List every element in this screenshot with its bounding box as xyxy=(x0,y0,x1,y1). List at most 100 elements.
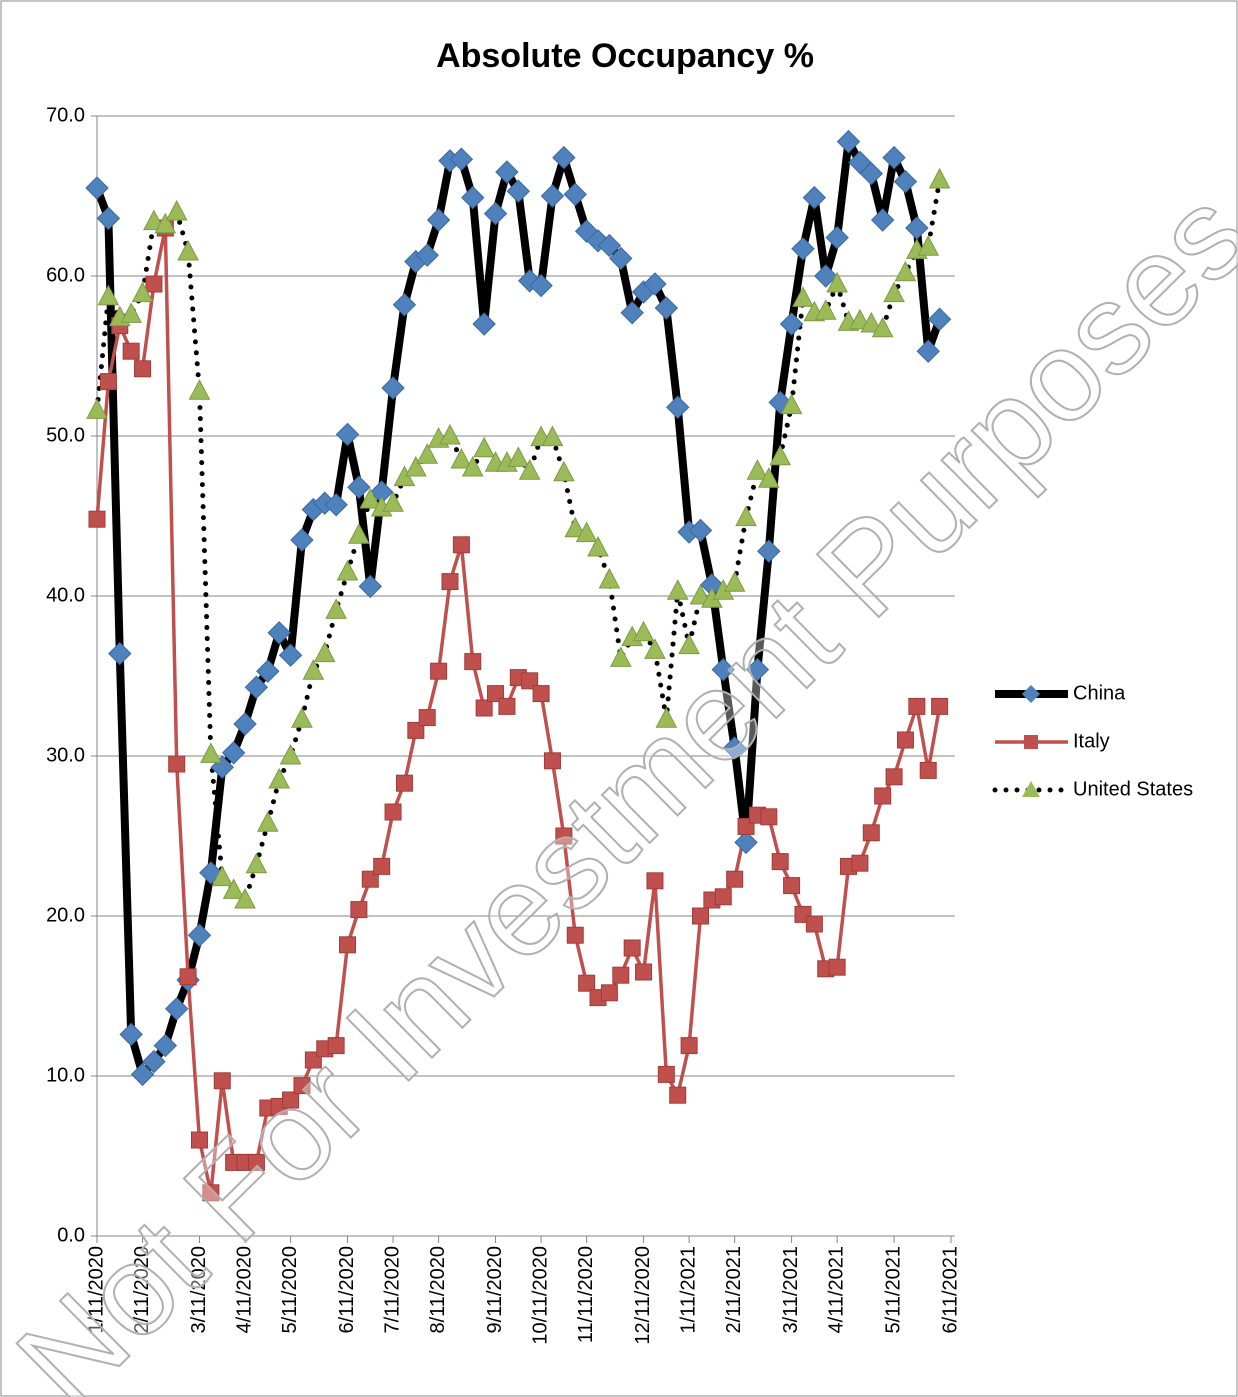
marker xyxy=(623,939,641,957)
marker xyxy=(473,436,495,458)
marker xyxy=(931,697,949,715)
marker xyxy=(350,901,368,919)
marker xyxy=(893,169,918,194)
marker xyxy=(244,675,269,699)
marker xyxy=(122,342,140,360)
y-tick-label: 20.0 xyxy=(46,904,85,926)
x-tick-label: 3/11/2021 xyxy=(780,1246,802,1334)
marker xyxy=(464,653,482,671)
marker xyxy=(680,1037,698,1055)
marker xyxy=(885,768,903,786)
marker xyxy=(735,505,757,527)
marker xyxy=(849,308,871,330)
series-markers xyxy=(86,167,951,909)
marker xyxy=(472,312,496,336)
x-tick-label: 6/11/2021 xyxy=(939,1246,961,1334)
marker xyxy=(917,235,940,256)
marker xyxy=(655,707,678,728)
y-tick-label: 40.0 xyxy=(46,584,85,606)
marker xyxy=(507,446,530,467)
marker xyxy=(646,872,664,890)
marker xyxy=(769,444,792,466)
marker xyxy=(783,877,801,895)
marker xyxy=(168,755,186,773)
legend-marker xyxy=(1024,735,1038,749)
x-tick-label: 12/11/2020 xyxy=(632,1246,654,1345)
marker xyxy=(120,302,142,323)
marker xyxy=(416,443,439,464)
marker xyxy=(200,742,222,763)
marker xyxy=(475,699,493,717)
marker xyxy=(666,579,689,600)
y-tick-label: 0.0 xyxy=(57,1224,85,1246)
marker xyxy=(814,299,837,320)
marker xyxy=(874,787,892,805)
legend-label: Italy xyxy=(1073,730,1110,752)
marker xyxy=(404,455,427,477)
marker xyxy=(449,147,474,171)
marker xyxy=(108,641,132,666)
marker xyxy=(828,958,846,976)
marker xyxy=(188,379,211,400)
x-tick-label: 2/11/2020 xyxy=(131,1246,153,1334)
marker xyxy=(358,574,382,599)
marker xyxy=(392,293,417,317)
y-tick-label: 50.0 xyxy=(46,424,85,446)
marker xyxy=(199,861,223,885)
marker xyxy=(279,743,302,765)
marker xyxy=(564,516,587,538)
marker xyxy=(302,659,325,680)
marker xyxy=(654,296,679,320)
marker xyxy=(495,160,519,184)
marker xyxy=(563,182,587,207)
marker xyxy=(657,1065,675,1083)
marker xyxy=(908,697,926,715)
marker xyxy=(836,129,861,154)
x-tick-label: 3/11/2020 xyxy=(188,1246,210,1334)
marker xyxy=(711,657,735,682)
marker xyxy=(862,824,880,842)
marker xyxy=(722,736,747,760)
marker xyxy=(85,176,109,200)
x-tick-label: 10/11/2020 xyxy=(529,1246,551,1345)
marker xyxy=(450,447,473,469)
marker xyxy=(325,598,347,619)
marker xyxy=(666,395,690,419)
marker xyxy=(134,360,152,378)
marker xyxy=(919,761,937,779)
marker xyxy=(612,966,630,984)
marker xyxy=(825,225,849,250)
legend-label: China xyxy=(1073,682,1126,704)
marker xyxy=(609,246,633,271)
x-tick-label: 5/11/2020 xyxy=(279,1246,301,1334)
marker xyxy=(826,271,848,293)
marker xyxy=(587,535,609,557)
marker xyxy=(791,237,815,261)
marker xyxy=(723,571,746,592)
x-tick-label: 8/11/2020 xyxy=(427,1246,449,1334)
marker xyxy=(381,376,405,400)
marker xyxy=(871,316,894,338)
series-markers xyxy=(85,129,952,1087)
x-tick-label: 2/11/2021 xyxy=(723,1246,745,1334)
marker xyxy=(324,493,348,517)
marker xyxy=(131,281,154,303)
marker xyxy=(245,852,268,874)
marker xyxy=(441,573,459,591)
marker xyxy=(154,212,177,234)
marker xyxy=(597,233,622,258)
marker xyxy=(883,281,905,303)
legend-symbol xyxy=(1022,685,1040,703)
marker xyxy=(97,284,120,306)
marker xyxy=(233,712,257,736)
x-tick-label: 11/11/2020 xyxy=(575,1246,597,1343)
marker xyxy=(745,657,770,682)
marker xyxy=(335,422,360,447)
marker xyxy=(99,373,117,391)
x-tick-label: 6/11/2020 xyxy=(336,1246,358,1334)
marker xyxy=(290,528,314,552)
marker xyxy=(213,1072,231,1090)
marker xyxy=(452,536,470,554)
marker xyxy=(746,459,769,480)
marker xyxy=(574,219,599,243)
